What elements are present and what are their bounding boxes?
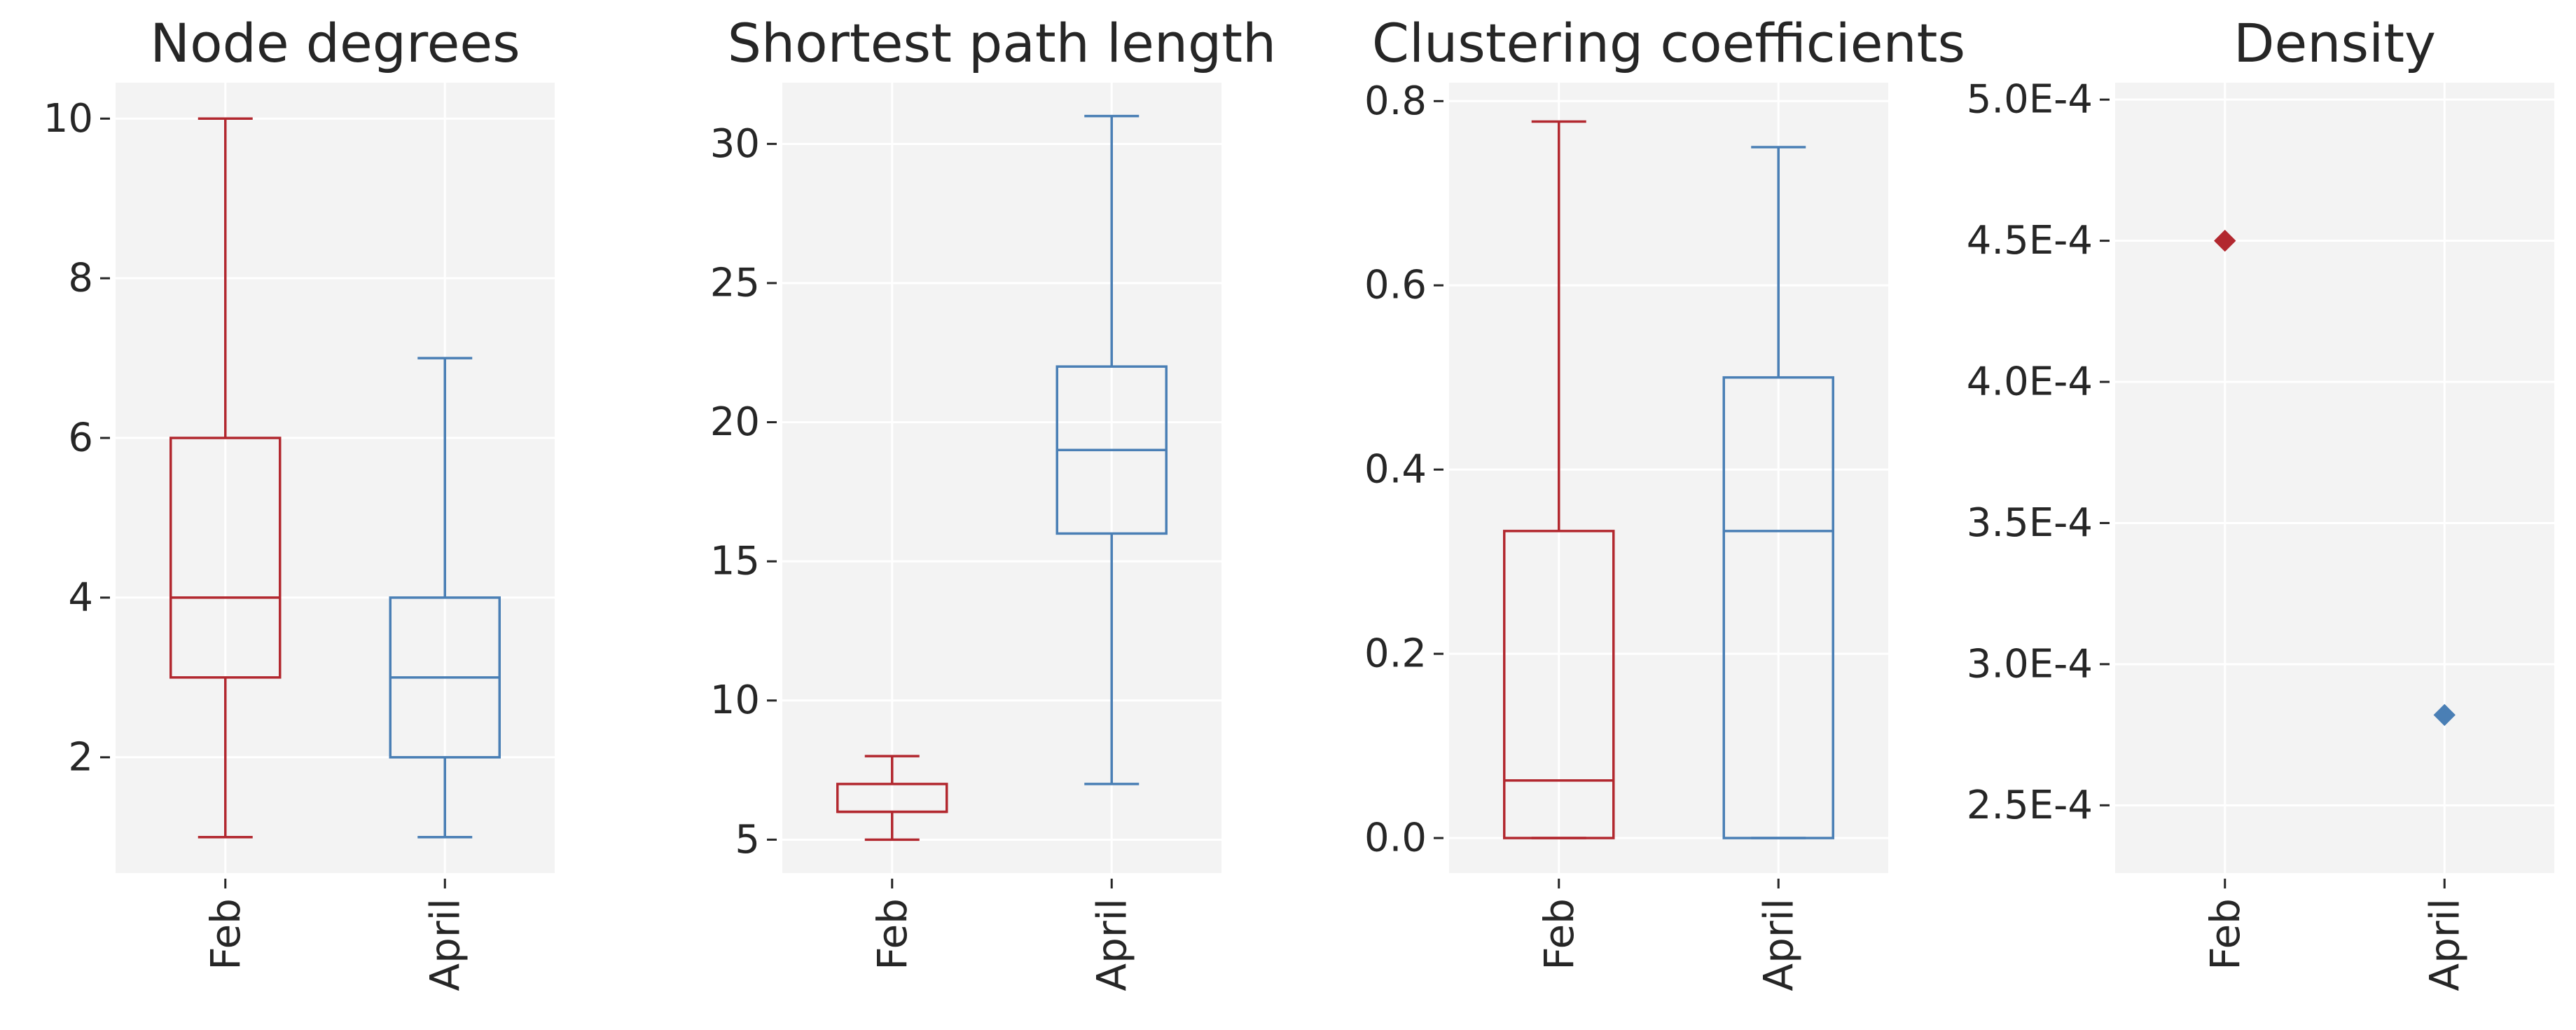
y-tick-label: 5 (735, 817, 760, 863)
y-tick-label: 2.5E-4 (1967, 783, 2093, 828)
x-tick-label: April (1088, 898, 1135, 991)
y-tick-label: 20 (710, 399, 760, 445)
chart-panel-3: 0.0 0.2 0.4 0.6 0.8 Feb April Clustering coeffi… (1364, 12, 1965, 991)
box-april (1722, 146, 1834, 839)
y-tick-label: 10 (710, 678, 760, 723)
chart-panel-4: 2.5E-4 3.0E-4 3.5E-4 4.0E-4 4.5E-4 5.0E-4 Feb A… (1967, 12, 2554, 991)
box-april (389, 357, 501, 839)
y-tick-label: 0.2 (1364, 631, 1427, 677)
y-tick-label: 0.4 (1364, 447, 1427, 493)
plot-area (782, 83, 1221, 873)
x-tick-label: Feb (1535, 898, 1583, 970)
iqr-box (1722, 376, 1834, 839)
y-tick-label: 0.6 (1364, 263, 1427, 308)
y-tick-label: 0.8 (1364, 78, 1427, 124)
y-tick-label: 4.0E-4 (1967, 359, 2093, 405)
box-feb (1503, 120, 1615, 839)
y-tick-label: 8 (68, 256, 93, 301)
box-april (1055, 114, 1168, 785)
plot-area (116, 83, 555, 873)
y-tick-label: 25 (710, 260, 760, 305)
y-tick-label: 10 (43, 96, 93, 142)
box-feb (169, 117, 282, 839)
chart-title: Clustering coefficients (1372, 12, 1965, 74)
chart-title: Shortest path length (728, 12, 1276, 74)
y-tick-label: 2 (68, 734, 93, 780)
data-point-feb (2214, 229, 2236, 252)
chart-title: Node degrees (150, 12, 520, 74)
y-tick-label: 0.0 (1364, 816, 1427, 861)
y-tick-label: 4 (68, 575, 93, 620)
x-tick-label: April (2421, 898, 2468, 991)
y-tick-label: 6 (68, 416, 93, 461)
charts-container: 2 4 6 8 10 Feb April Node degrees 5 10 15 20 25 30 Feb… (43, 12, 2554, 991)
x-tick-label: Feb (2201, 898, 2249, 970)
y-tick-label: 30 (710, 121, 760, 167)
plot-area (2115, 83, 2554, 873)
x-tick-label: Feb (202, 898, 249, 970)
chart-title: Density (2234, 12, 2436, 74)
y-tick-label: 5.0E-4 (1967, 77, 2093, 123)
x-tick-label: April (421, 898, 469, 991)
y-tick-label: 3.0E-4 (1967, 641, 2093, 687)
x-tick-label: April (1754, 898, 1802, 991)
y-tick-label: 15 (710, 539, 760, 584)
iqr-box (169, 437, 282, 679)
x-tick-label: Feb (868, 898, 916, 970)
data-point-april (2433, 703, 2456, 727)
chart-panel-1: 2 4 6 8 10 Feb April Node degrees (43, 12, 555, 991)
y-tick-label: 4.5E-4 (1967, 218, 2093, 263)
iqr-box (1503, 530, 1615, 839)
y-tick-label: 3.5E-4 (1967, 500, 2093, 546)
chart-panel-2: 5 10 15 20 25 30 Feb April Shortest path length (710, 12, 1276, 991)
plot-area (1449, 83, 1888, 873)
box-feb (836, 755, 948, 842)
